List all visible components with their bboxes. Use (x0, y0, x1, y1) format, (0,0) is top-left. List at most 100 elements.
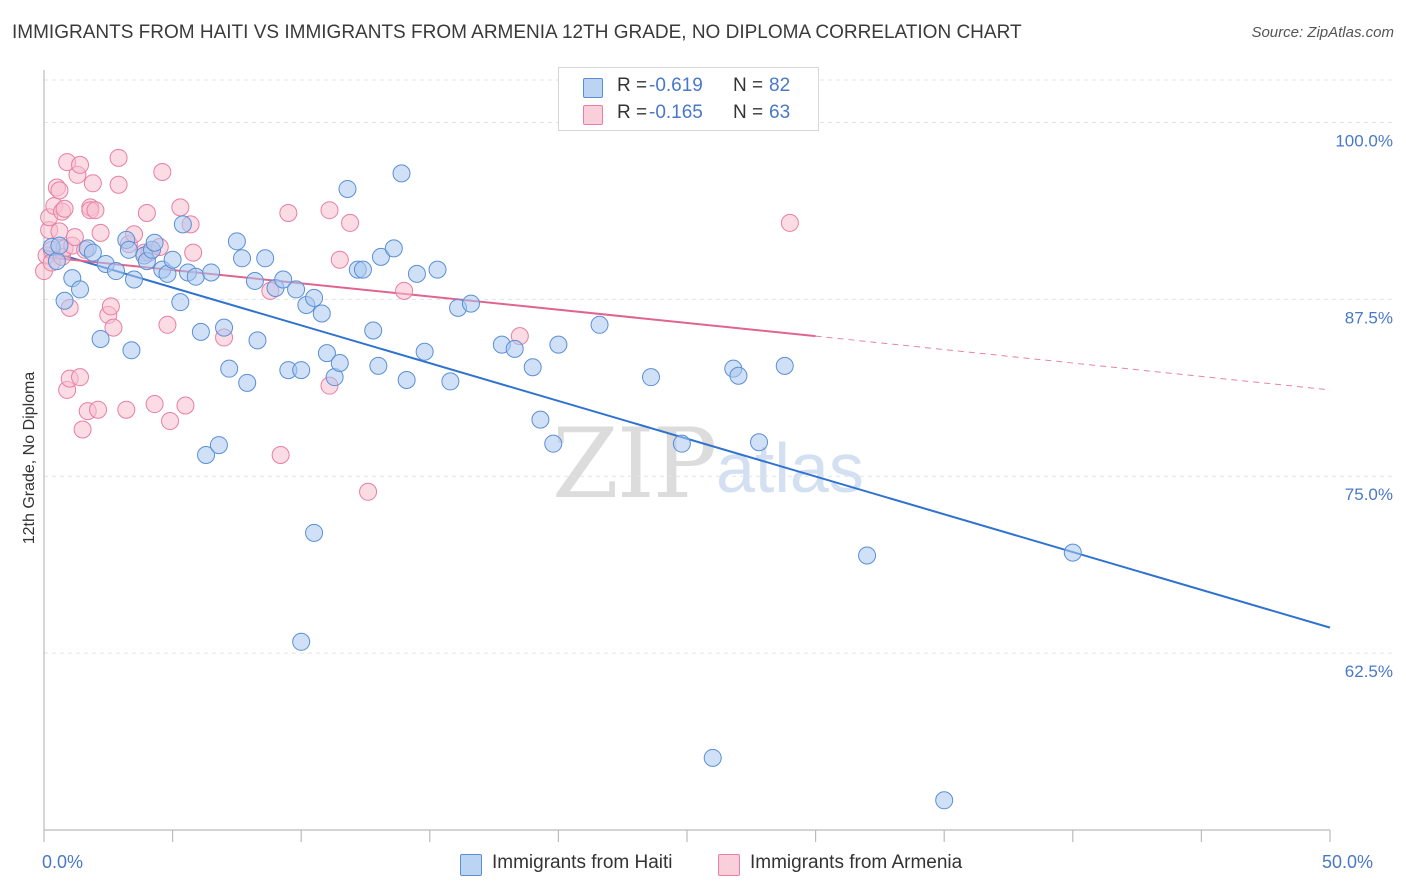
armenia-point (153, 162, 172, 181)
y-tick-label: 75.0% (1345, 485, 1393, 504)
haiti-point (312, 304, 331, 323)
armenia-point (50, 181, 69, 200)
armenia-r-label: R = (617, 102, 648, 123)
haiti-point (858, 546, 877, 565)
y-tick-labels: 100.0% 87.5% 75.0% 62.5% (1335, 131, 1393, 681)
haiti-point (50, 236, 69, 255)
haiti-point (703, 748, 722, 767)
axes (43, 70, 1331, 842)
haiti-point (317, 344, 336, 363)
armenia-legend-label: Immigrants from Armenia (750, 852, 963, 873)
armenia-point (89, 400, 108, 419)
y-tick-label: 62.5% (1345, 662, 1393, 681)
haiti-point (119, 240, 138, 259)
haiti-point (415, 342, 434, 361)
haiti-point (274, 270, 293, 289)
haiti-point (364, 321, 383, 340)
correlation-legend: R = -0.619 N = 82 R = -0.165 N = 63 (558, 67, 819, 131)
haiti-point (292, 361, 311, 380)
haiti-point (248, 331, 267, 350)
haiti-point (441, 372, 460, 391)
haiti-point (397, 371, 416, 389)
armenia-point (279, 204, 298, 223)
haiti-point (590, 315, 609, 334)
haiti-point (305, 523, 324, 542)
haiti-r-label: R = (617, 75, 648, 96)
haiti-point (461, 294, 480, 313)
armenia-point (184, 243, 203, 262)
haiti-point (407, 264, 426, 283)
haiti-point (369, 356, 388, 375)
armenia-point (161, 412, 180, 431)
armenia-point (101, 297, 120, 316)
haiti-point (186, 267, 205, 286)
armenia-trend-extension (815, 335, 1331, 391)
haiti-point (71, 280, 90, 299)
armenia-point (83, 174, 102, 193)
haiti-point (122, 341, 141, 360)
armenia-swatch (583, 105, 603, 125)
haiti-point (171, 293, 190, 312)
armenia-r-value: -0.165 (649, 102, 703, 123)
haiti-point (245, 271, 264, 290)
armenia-point (91, 223, 110, 242)
grid-lines (44, 79, 1392, 654)
armenia-point (330, 250, 349, 269)
haiti-point (428, 260, 447, 279)
haiti-point (935, 791, 954, 810)
armenia-point (65, 228, 84, 247)
haiti-swatch (583, 78, 603, 98)
armenia-point (71, 155, 90, 174)
haiti-point (227, 232, 246, 251)
armenia-point (271, 446, 290, 464)
haiti-point (107, 262, 126, 281)
haiti-point (209, 436, 228, 455)
armenia-point (109, 175, 128, 194)
haiti-point (392, 164, 411, 183)
haiti-point (125, 270, 144, 289)
haiti-point (202, 263, 221, 282)
haiti-point (197, 446, 216, 464)
source-credit: Source: ZipAtlas.com (1251, 24, 1394, 41)
armenia-point (137, 204, 156, 223)
haiti-point (83, 243, 102, 262)
haiti-point (353, 260, 372, 279)
armenia-point (55, 199, 74, 218)
haiti-point (287, 280, 306, 299)
haiti-point (371, 247, 390, 266)
haiti-point (292, 632, 311, 651)
haiti-point (775, 356, 794, 375)
haiti-n-value: 82 (769, 75, 791, 96)
haiti-point (191, 322, 210, 341)
armenia-point (109, 148, 128, 167)
haiti-point (91, 329, 110, 348)
haiti-legend-swatch (460, 854, 482, 876)
haiti-legend-label: Immigrants from Haiti (492, 852, 673, 873)
haiti-point (233, 249, 252, 268)
armenia-point (145, 395, 164, 414)
armenia-point (158, 315, 177, 334)
haiti-point (220, 359, 239, 378)
haiti-point (523, 358, 542, 377)
data-points (35, 148, 1082, 810)
armenia-point (73, 420, 92, 439)
armenia-point (71, 368, 90, 387)
armenia-legend-swatch (718, 854, 740, 876)
haiti-point (1063, 543, 1082, 562)
haiti-n-label: N = (733, 75, 764, 96)
armenia-point (395, 281, 414, 300)
watermark-zip: ZIP (552, 408, 717, 520)
haiti-point (305, 288, 324, 307)
y-tick-label: 100.0% (1335, 131, 1393, 150)
armenia-point (176, 396, 195, 415)
haiti-point (145, 233, 164, 252)
haiti-point (47, 252, 66, 271)
haiti-point (549, 335, 568, 354)
x-tick-min: 0.0% (42, 852, 84, 872)
haiti-point (750, 433, 769, 452)
haiti-point (505, 339, 524, 358)
armenia-point (117, 400, 136, 419)
haiti-point (384, 239, 403, 258)
haiti-point (544, 434, 563, 453)
